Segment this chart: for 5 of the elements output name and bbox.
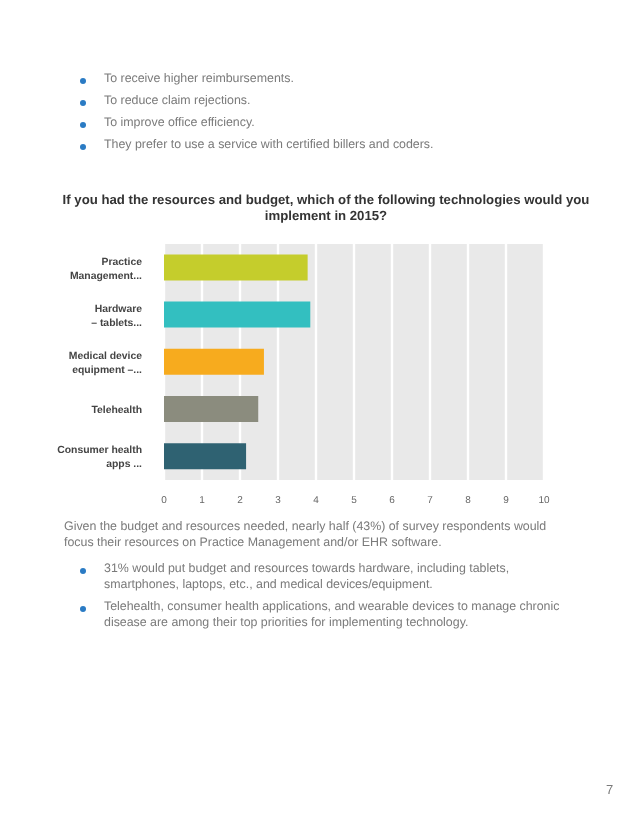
bar (164, 301, 311, 328)
bar (164, 443, 247, 470)
bar (164, 348, 264, 375)
bar (164, 395, 259, 422)
bar (164, 254, 308, 281)
